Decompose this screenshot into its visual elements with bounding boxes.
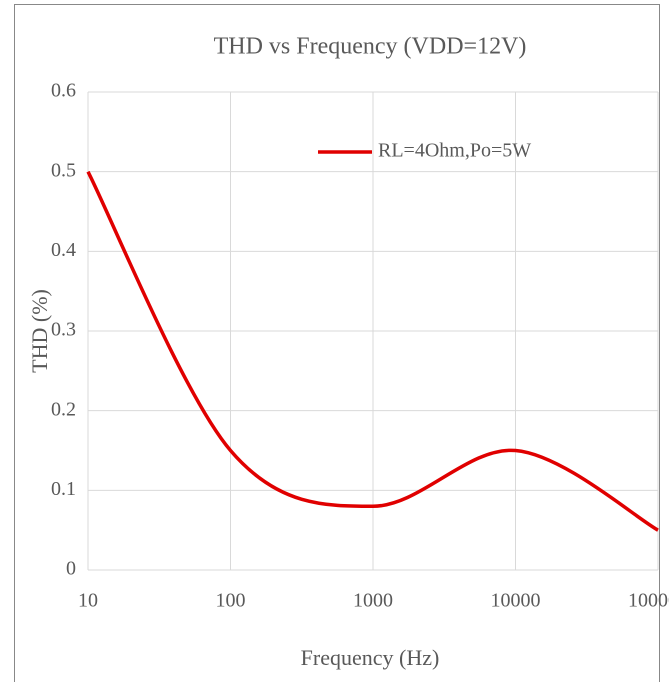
data-line <box>86 170 659 532</box>
legend-label: RL=4Ohm,Po=5W <box>378 140 531 162</box>
x-axis-title: Frequency (Hz) <box>301 645 440 670</box>
x-tick-label: 100 <box>216 590 246 612</box>
chart-frame <box>14 4 660 682</box>
y-tick-label: 0.2 <box>51 398 76 420</box>
x-tick-label: 10 <box>78 590 98 612</box>
y-tick-label: 0 <box>66 558 76 580</box>
x-tick-label: 10000 <box>491 590 541 612</box>
chart-title: THD vs Frequency (VDD=12V) <box>214 34 527 60</box>
x-tick-label: 1000 <box>353 590 393 612</box>
y-tick-label: 0.5 <box>51 159 76 181</box>
y-tick-label: 0.6 <box>51 80 76 102</box>
y-axis-title: THD (%) <box>27 289 52 373</box>
y-tick-label: 0.4 <box>51 239 76 261</box>
x-tick-label: 100000 <box>628 590 669 612</box>
y-tick-label: 0.3 <box>51 319 76 341</box>
y-tick-label: 0.1 <box>51 478 76 500</box>
